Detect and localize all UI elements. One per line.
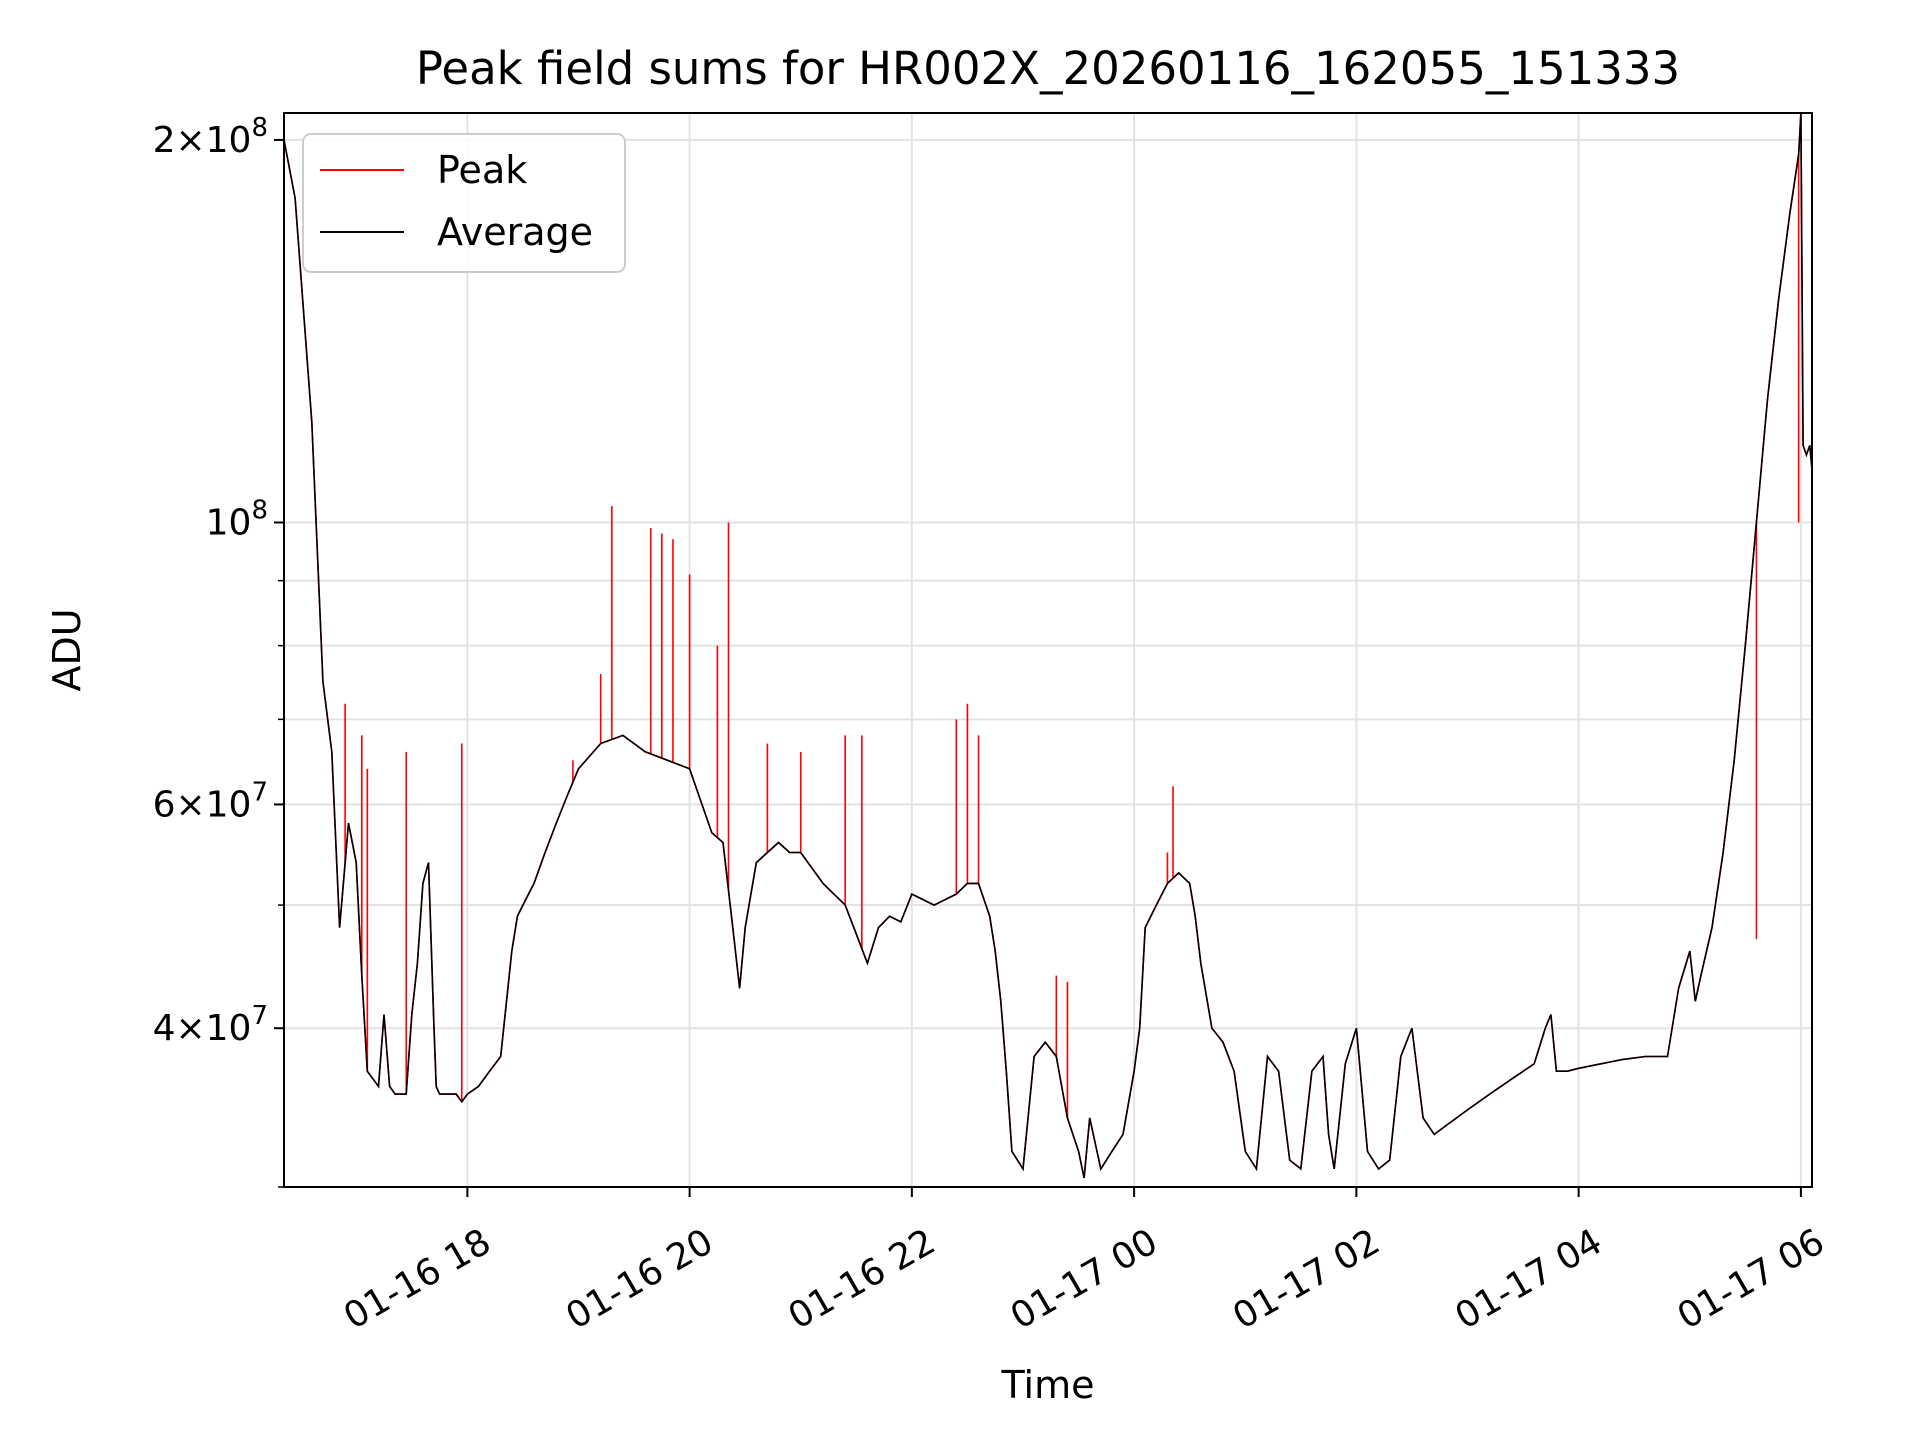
y-tick-label: 2×108 [153,113,268,161]
average-line [283,112,1813,1179]
average-series [283,112,1813,1179]
legend-peak-label: Peak [437,148,527,192]
y-axis-label: ADU [45,608,89,691]
legend-box [302,133,626,273]
plot-frame [283,112,1813,1188]
chart-title: Peak field sums for HR002X_20260116_1620… [416,42,1680,95]
legend: Peak Average [302,133,626,273]
y-tick-label: 4×107 [153,1001,268,1049]
y-tick-label: 108 [206,495,268,543]
y-axis-ticks: 4×107 6×107 108 2×108 [153,113,284,1188]
legend-average-label: Average [437,210,593,254]
y-tick-label: 6×107 [153,777,268,825]
x-axis-label: Time [1001,1363,1095,1407]
